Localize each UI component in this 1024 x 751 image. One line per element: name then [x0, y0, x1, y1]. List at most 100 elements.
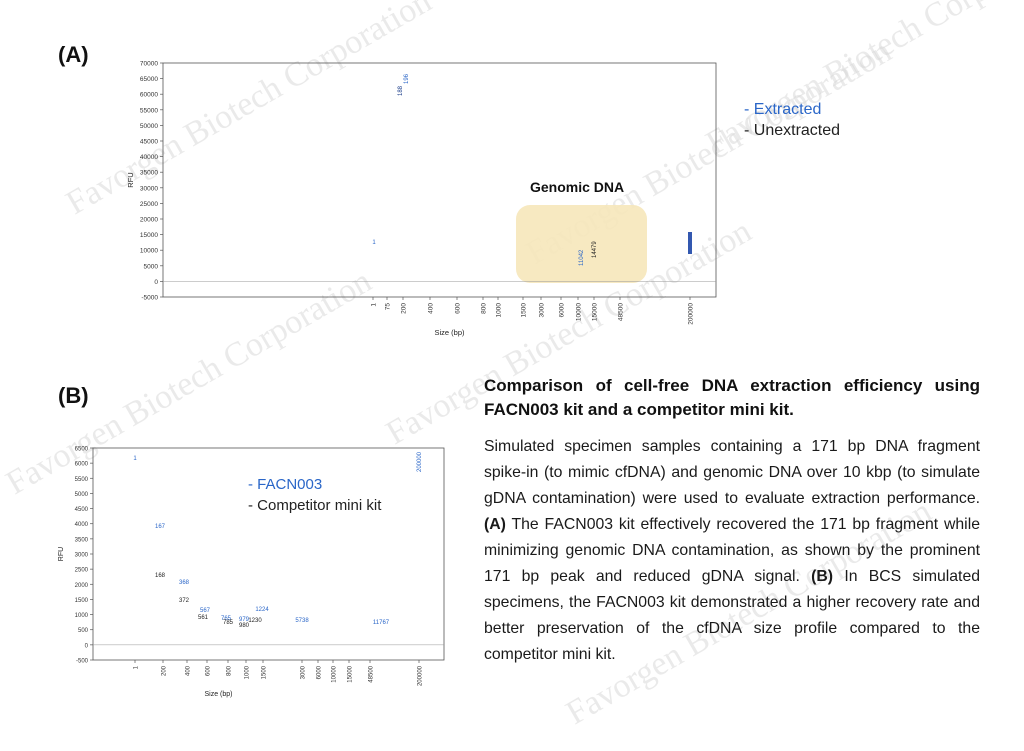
x-tick-label: 800 — [481, 303, 488, 314]
peak-label: 11767 — [373, 620, 390, 626]
y-tick-label: 55000 — [140, 107, 158, 114]
y-tick-label: 6500 — [75, 447, 89, 453]
legend-a: - Extracted - Unextracted — [744, 99, 840, 141]
peak-label: 1230 — [248, 618, 262, 624]
y-tick-label: 25000 — [140, 201, 158, 208]
y-tick-label: 2500 — [75, 568, 89, 574]
caption-ref-a: (A) — [484, 516, 506, 533]
x-tick-label: 200000 — [418, 665, 424, 686]
y-tick-label: 5000 — [144, 263, 159, 270]
x-tick-label: 48500 — [369, 665, 375, 682]
x-tick-label: 400 — [428, 303, 435, 314]
x-tick-label: 15000 — [348, 665, 354, 682]
x-tick-label: 200 — [401, 303, 408, 314]
peak-label: 372 — [179, 598, 190, 604]
legend-a-unextracted: - Unextracted — [744, 122, 841, 139]
x-axis-label: Size (bp) — [434, 328, 465, 337]
peak-label: 196 — [404, 73, 410, 84]
peak-marker-200000 — [688, 232, 692, 254]
y-tick-label: 65000 — [140, 76, 158, 83]
x-tick-label: 600 — [206, 665, 212, 676]
x-tick-label: 600 — [455, 303, 462, 314]
peak-label: 567 — [200, 608, 211, 614]
y-tick-label: 15000 — [140, 232, 158, 239]
peak-label: 1 — [133, 456, 137, 462]
legend-a-extracted: - Extracted — [744, 101, 822, 118]
peak-label: 188 — [398, 85, 404, 96]
plot-frame — [162, 62, 717, 298]
peak-label: 11042 — [579, 249, 585, 266]
peak-label: 168 — [155, 573, 166, 579]
x-tick-label: 3000 — [539, 303, 546, 318]
caption-part-1: Simulated specimen samples containing a … — [484, 438, 980, 507]
y-tick-label: 50000 — [140, 123, 158, 130]
x-tick-label: 200 — [162, 665, 168, 676]
x-tick-label: 1000 — [496, 303, 503, 318]
y-tick-label: 4000 — [75, 522, 89, 528]
x-tick-label: 1 — [371, 303, 378, 307]
y-tick-label: 60000 — [140, 92, 158, 99]
x-tick-label: 10000 — [332, 665, 338, 682]
caption-part-3: In BCS simulated specimens, the FACN003 … — [484, 568, 981, 663]
y-tick-label: 3500 — [75, 537, 89, 543]
y-axis-label: RFU — [126, 172, 135, 187]
y-tick-label: 6000 — [75, 462, 89, 468]
x-tick-label: 10000 — [576, 303, 583, 321]
genomic-dna-highlight — [516, 205, 647, 283]
panel-a-label: (A) — [58, 42, 89, 67]
peak-label: 167 — [155, 524, 166, 530]
x-tick-label: 200000 — [688, 303, 695, 325]
peak-label: 1 — [372, 240, 376, 246]
y-tick-label: 3000 — [75, 553, 89, 559]
x-tick-label: 1500 — [521, 303, 528, 318]
y-tick-label: 10000 — [140, 248, 158, 255]
y-tick-label: 5000 — [75, 492, 89, 498]
x-tick-label: 48500 — [618, 303, 625, 321]
x-tick-label: 1000 — [245, 665, 251, 679]
y-tick-label: -500 — [76, 659, 89, 665]
caption: Comparison of cell-free DNA extraction e… — [484, 374, 980, 668]
x-tick-label: 6000 — [317, 665, 323, 679]
caption-ref-b: (B) — [811, 568, 834, 585]
y-tick-label: 1000 — [75, 613, 89, 619]
y-tick-label: 0 — [154, 279, 158, 286]
y-tick-label: 40000 — [140, 154, 158, 161]
y-tick-label: 35000 — [140, 170, 158, 177]
x-tick-label: 400 — [186, 665, 192, 676]
y-tick-label: 2000 — [75, 583, 89, 589]
caption-title: Comparison of cell-free DNA extraction e… — [484, 376, 980, 419]
x-tick-label: 1 — [134, 665, 140, 669]
y-tick-label: 30000 — [140, 185, 158, 192]
legend-b-competitor: - Competitor mini kit — [248, 497, 382, 514]
y-tick-label: 20000 — [140, 217, 158, 224]
caption-part-2: The FACN003 kit effectively recovered th… — [484, 516, 980, 585]
y-tick-label: 45000 — [140, 139, 158, 146]
genomic-dna-annotation: Genomic DNA — [530, 179, 624, 195]
legend-b-facn003: - FACN003 — [248, 476, 323, 493]
y-tick-label: 5500 — [75, 477, 89, 483]
x-tick-label: 1500 — [262, 665, 268, 679]
peak-label: 765 — [221, 616, 232, 622]
legend-b: - FACN003 - Competitor mini kit — [248, 474, 381, 516]
x-axis-label: Size (bp) — [204, 691, 232, 698]
y-tick-label: 70000 — [140, 61, 158, 68]
peak-label: 368 — [179, 580, 190, 586]
x-tick-label: 15000 — [592, 303, 599, 321]
peak-label: 200000 — [417, 451, 423, 472]
y-tick-label: 500 — [78, 628, 89, 634]
peak-label: 14479 — [592, 241, 598, 258]
peak-label: 980 — [239, 623, 250, 629]
x-tick-label: 800 — [227, 665, 233, 676]
peak-label: 561 — [198, 615, 209, 621]
peak-label: 1224 — [255, 607, 269, 613]
x-tick-label: 6000 — [559, 303, 566, 318]
x-tick-label: 75 — [385, 303, 392, 311]
y-tick-label: -5000 — [141, 295, 158, 302]
caption-body: Simulated specimen samples containing a … — [484, 434, 980, 668]
x-tick-label: 3000 — [301, 665, 307, 679]
y-axis-label: RFU — [58, 547, 65, 561]
panel-b-label: (B) — [58, 383, 89, 408]
peak-label: 979 — [239, 617, 250, 623]
peak-label: 785 — [223, 620, 234, 626]
